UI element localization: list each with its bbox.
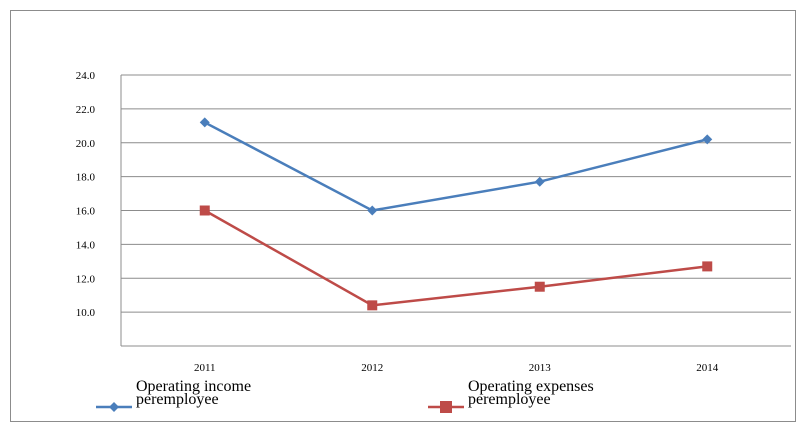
legend-label-line-1: Operating income — [136, 378, 251, 395]
x-axis-tick-labels: 2011 2012 2013 2014 — [194, 362, 719, 374]
x-tick-label: 2012 — [361, 362, 383, 374]
series-2 — [199, 205, 713, 311]
legend-marker — [440, 401, 452, 413]
y-tick-label: 12.0 — [76, 273, 96, 285]
y-tick-label: 14.0 — [76, 239, 96, 251]
series-line — [204, 121, 708, 212]
data-point-marker — [702, 134, 713, 145]
y-tick-label: 10.0 — [76, 307, 96, 319]
legend-label-line-1: Operating expenses — [468, 378, 594, 395]
gridlines — [121, 74, 791, 313]
chart-frame — [10, 10, 796, 422]
y-axis-tick-labels: 10.0 12.0 14.0 16.0 18.0 20.0 22.0 24.0 — [76, 70, 96, 319]
series-1 — [199, 117, 713, 216]
data-point-marker — [199, 117, 210, 128]
axes — [120, 75, 791, 347]
y-tick-label: 16.0 — [76, 206, 96, 218]
y-tick-label: 20.0 — [76, 138, 96, 150]
series-lines — [199, 117, 713, 311]
data-point-marker — [534, 281, 545, 292]
x-tick-label: 2014 — [696, 362, 719, 374]
y-tick-label: 18.0 — [76, 172, 96, 184]
y-tick-label: 24.0 — [76, 70, 96, 82]
y-tick-label: 22.0 — [76, 104, 96, 116]
data-point-marker — [702, 261, 713, 272]
legend-label-line-2: peremployee — [468, 391, 551, 408]
x-tick-label: 2011 — [194, 362, 216, 374]
data-point-marker — [367, 300, 378, 311]
data-point-marker — [199, 205, 210, 216]
series-line — [204, 209, 708, 307]
legend-marker — [109, 402, 119, 412]
x-tick-label: 2013 — [529, 362, 552, 374]
data-point-marker — [367, 205, 378, 216]
legend-label-line-2: peremployee — [136, 391, 219, 408]
data-point-marker — [534, 176, 545, 187]
